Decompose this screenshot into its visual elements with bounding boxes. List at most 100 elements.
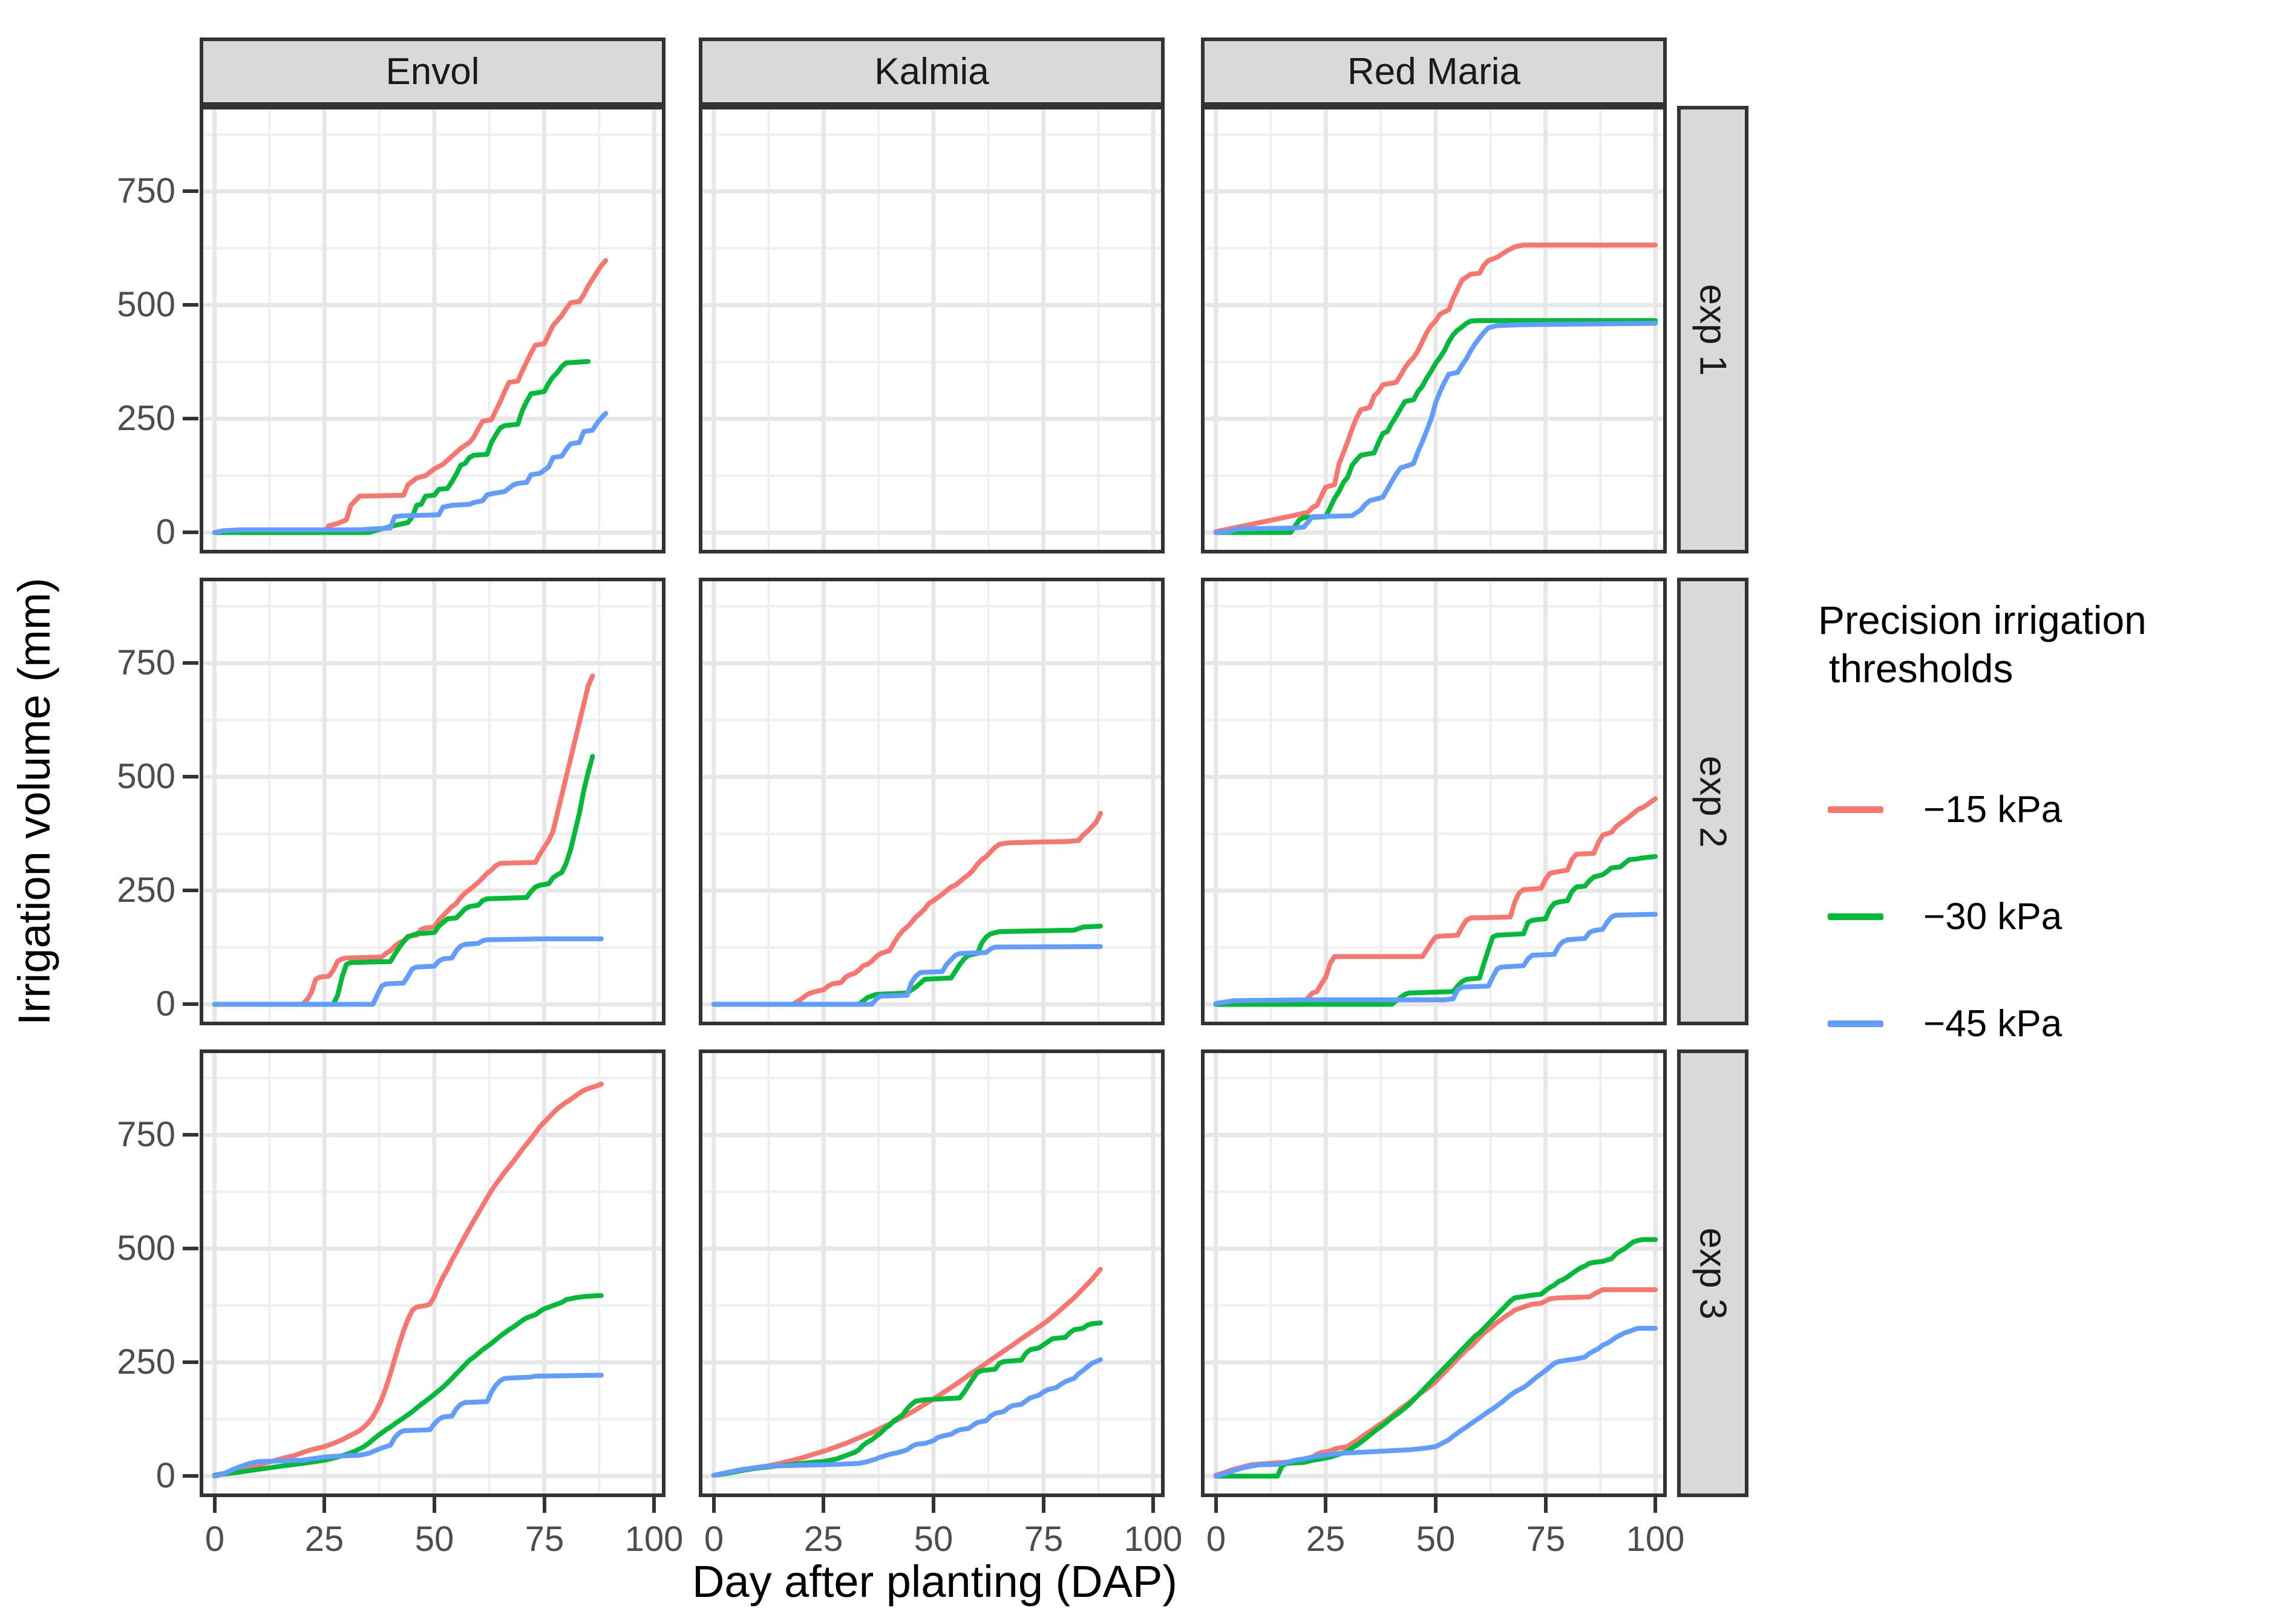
x-tick-mark [1544, 1497, 1548, 1513]
panel-kalmia-exp3 [699, 1049, 1165, 1497]
panel-envol-exp2 [200, 578, 666, 1025]
y-tick-label: 750 [117, 171, 175, 211]
series-line-30kPa [1213, 318, 1658, 535]
panel-border [200, 1049, 666, 1497]
x-tick-label: 50 [1416, 1519, 1456, 1559]
y-tick-label: 500 [117, 757, 175, 796]
panel-border [200, 578, 666, 1025]
facet-strip-kalmia: Kalmia [699, 38, 1165, 106]
legend-label: −30 kPa [1923, 896, 2062, 938]
legend-label: −45 kPa [1923, 1003, 2062, 1045]
y-tick-mark [183, 303, 198, 307]
x-tick-label: 0 [704, 1519, 724, 1559]
y-tick-label: 750 [117, 643, 175, 682]
series-line-45kPa [711, 1357, 1103, 1478]
panel-plot-area [1201, 578, 1667, 1025]
panel-border [699, 106, 1165, 553]
x-tick-mark [822, 1497, 825, 1513]
legend-key-line-15kpa [1828, 806, 1883, 813]
facet-strip-exp2: exp 2 [1677, 578, 1748, 1025]
x-axis-title: Day after planting (DAP) [692, 1556, 1177, 1607]
panel-plot-area [1201, 106, 1667, 553]
series-line-15kPa [212, 258, 609, 535]
facet-strip-exp1: exp 1 [1677, 106, 1748, 553]
series-line-45kPa [711, 944, 1103, 1007]
y-tick-mark [183, 775, 198, 778]
facet-strip-label: Kalmia [874, 51, 989, 93]
series-line-30kPa [212, 359, 591, 535]
panel-red-maria-exp1 [1201, 106, 1667, 553]
y-tick-label: 250 [117, 399, 175, 438]
y-tick-label: 0 [155, 512, 175, 552]
legend-entry-30kpa: −30 kPa [1818, 863, 2290, 970]
x-tick-label: 0 [1206, 1519, 1226, 1559]
panel-plot-area [699, 1049, 1165, 1497]
y-tick-mark [183, 417, 198, 420]
panel-kalmia-exp1 [699, 106, 1165, 553]
panel-plot-area [1201, 1049, 1667, 1497]
panel-envol-exp3 [200, 1049, 666, 1497]
panel-red-maria-exp3 [1201, 1049, 1667, 1497]
panel-border [699, 578, 1165, 1025]
facet-strip-label: Envol [385, 51, 480, 93]
panel-border [1201, 106, 1667, 553]
series-line-30kPa [1213, 854, 1658, 1007]
series-line-15kPa [1213, 796, 1658, 1007]
y-tick-label: 750 [117, 1115, 175, 1154]
y-tick-label: 0 [155, 1456, 175, 1495]
legend-title-line1: Precision irrigation [1818, 598, 2147, 642]
y-tick-label: 500 [117, 1229, 175, 1268]
y-tick-mark [183, 661, 198, 665]
x-tick-mark [1151, 1497, 1155, 1513]
series-line-45kPa [1213, 912, 1658, 1006]
x-tick-label: 75 [525, 1519, 564, 1559]
x-tick-mark [322, 1497, 326, 1513]
series-line-45kPa [212, 936, 604, 1007]
legend: Precision irrigation thresholds −15 kPa … [1818, 596, 2290, 1077]
y-axis-title: Irrigation volume (mm) [9, 577, 59, 1026]
panel-plot-area [200, 578, 666, 1025]
x-tick-mark [712, 1497, 716, 1513]
panel-border [200, 106, 666, 553]
legend-label: −15 kPa [1923, 789, 2062, 831]
legend-key-line-30kpa [1828, 913, 1883, 920]
series-line-45kPa [212, 411, 609, 535]
panel-border [699, 1049, 1165, 1497]
facet-strip-label: Red Maria [1347, 51, 1520, 93]
x-tick-mark [543, 1497, 546, 1513]
series-line-30kPa [1213, 1237, 1658, 1479]
x-tick-mark [1214, 1497, 1218, 1513]
y-tick-mark [183, 1133, 198, 1137]
legend-title: Precision irrigation thresholds [1818, 596, 2290, 693]
panel-border [1201, 578, 1667, 1025]
x-tick-mark [932, 1497, 935, 1513]
series-line-15kPa [711, 1267, 1103, 1478]
y-tick-mark [183, 1002, 198, 1006]
facet-strip-red-maria: Red Maria [1201, 38, 1667, 106]
series-line-30kPa [711, 1320, 1103, 1478]
facet-strip-envol: Envol [200, 38, 666, 106]
x-tick-label: 50 [914, 1519, 953, 1559]
y-tick-mark [183, 530, 198, 534]
y-tick-label: 500 [117, 285, 175, 324]
series-line-15kPa [212, 673, 595, 1007]
series-line-45kPa [212, 1372, 604, 1479]
legend-entries: −15 kPa −30 kPa −45 kPa [1818, 756, 2290, 1077]
x-tick-mark [1653, 1497, 1657, 1513]
panel-plot-area [699, 106, 1165, 553]
y-tick-mark [183, 189, 198, 193]
facet-strip-label: exp 1 [1692, 284, 1734, 376]
panel-plot-area [200, 106, 666, 553]
series-line-30kPa [711, 924, 1103, 1007]
series-line-15kPa [212, 1082, 604, 1478]
y-tick-mark [183, 1247, 198, 1250]
x-tick-label: 0 [204, 1519, 225, 1559]
panel-plot-area [699, 578, 1165, 1025]
series-line-30kPa [212, 754, 595, 1007]
x-tick-label: 75 [1024, 1519, 1064, 1559]
y-tick-label: 250 [117, 870, 175, 910]
y-tick-mark [183, 889, 198, 892]
legend-title-line2: thresholds [1829, 646, 2013, 691]
series-line-45kPa [1213, 321, 1658, 535]
